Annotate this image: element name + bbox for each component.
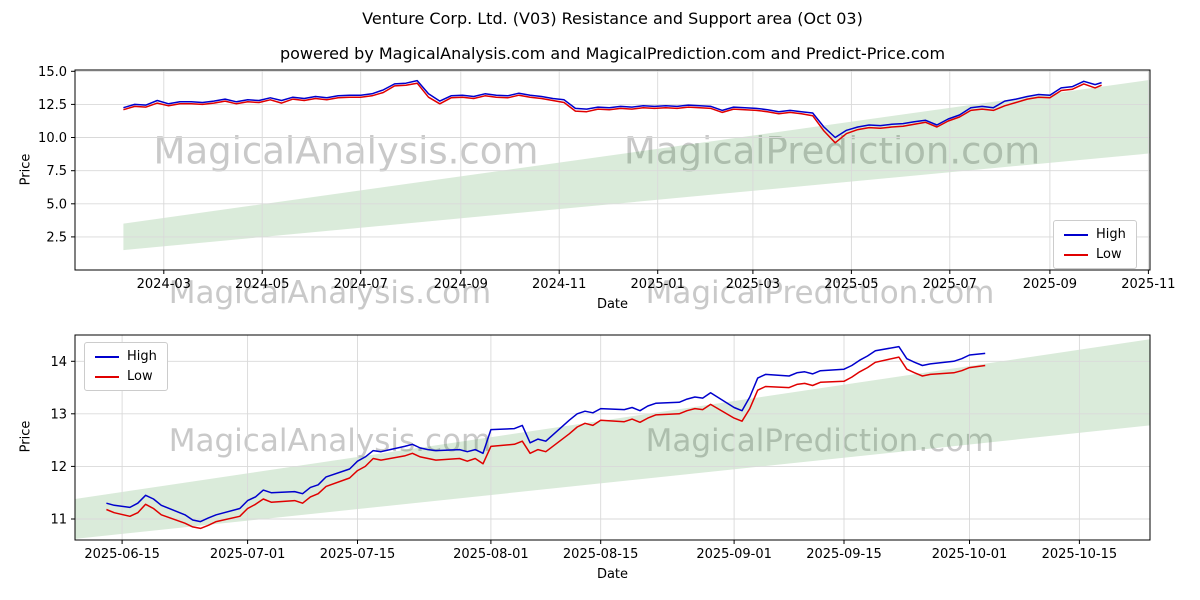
x-tick-label: 2025-01 bbox=[631, 277, 685, 292]
high-line-sample bbox=[95, 355, 119, 358]
watermark-analysis-middle: MagicalAnalysis.com bbox=[168, 275, 492, 311]
y-tick-label: 14 bbox=[50, 355, 67, 370]
x-tick-label: 2025-05 bbox=[824, 277, 878, 292]
x-tick-label: 2025-03 bbox=[726, 277, 780, 292]
high-series-line bbox=[123, 79, 1102, 139]
support-resistance-band bbox=[123, 79, 1150, 251]
axes-frame bbox=[74, 334, 1151, 541]
watermark-analysis-bottom: MagicalAnalysis.com bbox=[168, 423, 492, 459]
support-resistance-band bbox=[75, 339, 1150, 539]
low-series-line bbox=[123, 82, 1102, 144]
legend-top-chart: High Low bbox=[1053, 220, 1137, 269]
low-series-line bbox=[106, 356, 986, 530]
x-tick-label: 2025-09-01 bbox=[696, 547, 772, 562]
legend-label-low: Low bbox=[127, 369, 153, 384]
high-line-sample bbox=[1064, 233, 1088, 236]
y-tick-label: 12.5 bbox=[38, 98, 67, 113]
x-tick-label: 2025-06-15 bbox=[84, 547, 160, 562]
x-tick-label: 2025-07-01 bbox=[210, 547, 286, 562]
high-series-line bbox=[106, 345, 986, 523]
x-tick-label: 2025-07 bbox=[923, 277, 977, 292]
x-tick-label: 2025-09-15 bbox=[806, 547, 882, 562]
axes-frame bbox=[74, 69, 1151, 271]
x-tick-label: 2025-09 bbox=[1023, 277, 1077, 292]
legend-label-high: High bbox=[1096, 227, 1126, 242]
low-line-sample bbox=[1064, 253, 1088, 256]
x-tick-label: 2024-09 bbox=[434, 277, 488, 292]
chart-title: Venture Corp. Ltd. (V03) Resistance and … bbox=[362, 9, 863, 28]
x-axis-label-top: Date bbox=[596, 297, 629, 312]
y-tick-label: 5.0 bbox=[46, 197, 67, 212]
watermark-prediction-middle: MagicalPrediction.com bbox=[645, 275, 995, 311]
y-axis-label-bottom: Price bbox=[18, 420, 34, 453]
y-tick-label: 13 bbox=[50, 407, 67, 422]
watermark-prediction-bottom: MagicalPrediction.com bbox=[646, 423, 995, 459]
x-axis-label-bottom: Date bbox=[596, 567, 629, 582]
legend-entry-low: Low bbox=[95, 369, 157, 384]
legend-bottom-chart: High Low bbox=[84, 342, 168, 391]
y-axis-label-top: Price bbox=[18, 153, 34, 186]
legend-label-high: High bbox=[127, 349, 157, 364]
x-tick-label: 2024-11 bbox=[532, 277, 586, 292]
legend-entry-high: High bbox=[95, 349, 157, 364]
x-tick-label: 2024-07 bbox=[334, 277, 388, 292]
x-tick-label: 2025-11 bbox=[1121, 277, 1175, 292]
watermark-prediction-top: MagicalPrediction.com bbox=[624, 130, 1040, 173]
y-tick-label: 12 bbox=[50, 460, 67, 475]
x-tick-label: 2025-07-15 bbox=[320, 547, 396, 562]
y-tick-label: 7.5 bbox=[46, 164, 67, 179]
y-tick-label: 10.0 bbox=[38, 131, 67, 146]
x-tick-label: 2025-08-01 bbox=[453, 547, 529, 562]
y-tick-label: 15.0 bbox=[38, 65, 67, 80]
x-tick-label: 2025-10-15 bbox=[1042, 547, 1118, 562]
legend-label-low: Low bbox=[1096, 247, 1122, 262]
low-line-sample bbox=[95, 375, 119, 378]
x-tick-label: 2024-05 bbox=[235, 277, 289, 292]
x-tick-label: 2024-03 bbox=[137, 277, 191, 292]
legend-entry-high: High bbox=[1064, 227, 1126, 242]
x-tick-label: 2025-10-01 bbox=[932, 547, 1008, 562]
x-tick-label: 2025-08-15 bbox=[563, 547, 639, 562]
watermark-analysis-top: MagicalAnalysis.com bbox=[153, 129, 539, 173]
legend-entry-low: Low bbox=[1064, 247, 1126, 262]
y-tick-label: 11 bbox=[50, 513, 67, 528]
y-tick-label: 2.5 bbox=[46, 230, 67, 245]
chart-subtitle: powered by MagicalAnalysis.com and Magic… bbox=[279, 44, 946, 63]
